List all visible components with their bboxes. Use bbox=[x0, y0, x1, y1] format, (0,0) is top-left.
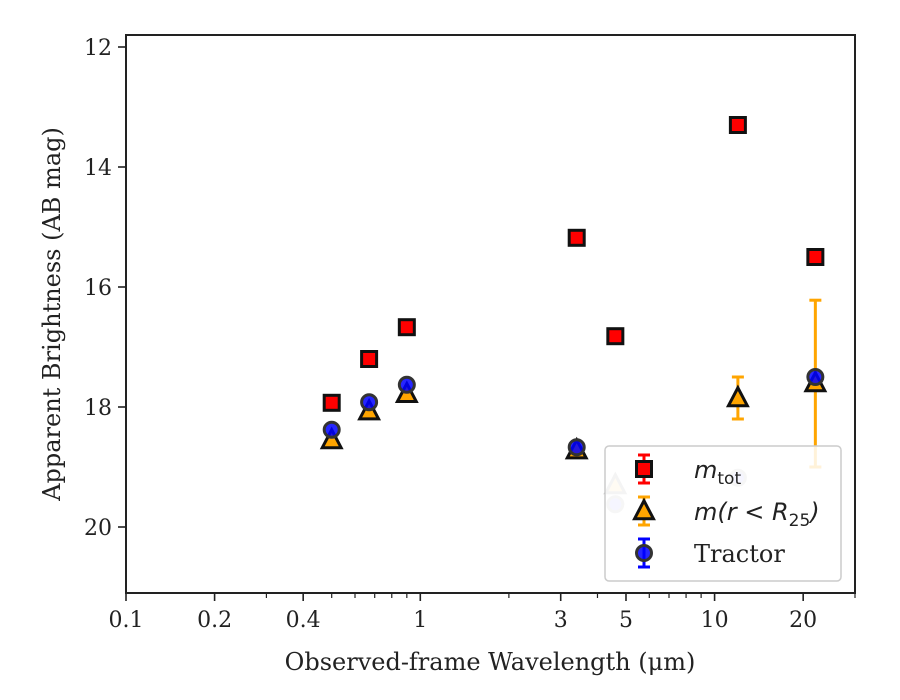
y-tick-label: 20 bbox=[84, 516, 112, 541]
data-point-square bbox=[397, 318, 416, 337]
legend-marker-circle bbox=[635, 544, 653, 562]
y-axis-label: Apparent Brightness (AB mag) bbox=[38, 127, 66, 502]
x-tick-label: 1 bbox=[413, 608, 427, 633]
axes: 0.1 0.2 0.4 1 3 5 10 20 12 14 16 18 20 bbox=[84, 34, 856, 633]
legend-marker-triangle bbox=[632, 497, 656, 521]
x-tick-label: 0.4 bbox=[286, 608, 321, 633]
data-point-circle bbox=[567, 438, 586, 457]
data-point-triangle bbox=[725, 384, 750, 408]
y-tick-label: 16 bbox=[84, 276, 112, 301]
data-point-circle bbox=[806, 368, 825, 386]
data-point-square bbox=[728, 116, 747, 134]
legend-label: Tractor bbox=[694, 540, 785, 568]
data-point-circle bbox=[360, 393, 379, 412]
legend: mtot m(r < R25) Tractor bbox=[604, 445, 842, 582]
data-point-square bbox=[606, 327, 625, 346]
x-tick-label: 0.2 bbox=[197, 608, 232, 633]
y-tick-label: 12 bbox=[84, 36, 112, 61]
data-point-square bbox=[806, 248, 825, 266]
x-axis-label: Observed-frame Wavelength (μm) bbox=[285, 648, 696, 676]
data-point-square bbox=[360, 350, 379, 368]
y-tick-label: 18 bbox=[84, 396, 112, 421]
legend-label: mtot bbox=[694, 456, 741, 489]
x-tick-label: 3 bbox=[554, 608, 568, 633]
x-tick-label: 10 bbox=[701, 608, 729, 633]
plot-frame bbox=[125, 34, 856, 594]
y-tick-label: 14 bbox=[84, 156, 112, 181]
x-tick-label: 5 bbox=[619, 608, 633, 633]
x-tick-label: 0.1 bbox=[109, 608, 144, 633]
legend-marker-square bbox=[635, 460, 653, 478]
data-point-circle bbox=[397, 375, 416, 394]
data-point-square bbox=[322, 393, 341, 412]
x-tick-label: 20 bbox=[789, 608, 817, 633]
data-point-square bbox=[567, 228, 586, 247]
legend-box bbox=[604, 445, 842, 582]
legend-label: m(r < R25) bbox=[694, 498, 820, 531]
data-point-circle bbox=[322, 420, 341, 439]
